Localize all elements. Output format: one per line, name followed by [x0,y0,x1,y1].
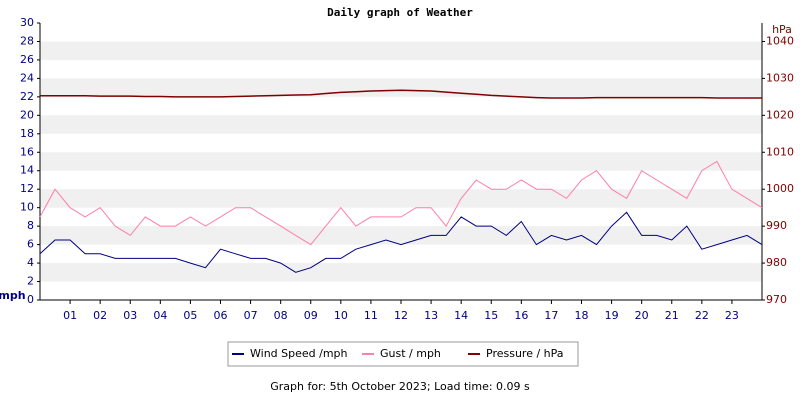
legend-box [227,341,579,367]
y-tick-label: 16 [20,145,34,158]
band [40,263,762,282]
x-tick-label: 17 [544,309,558,322]
x-tick-label: 13 [424,309,438,322]
x-tick-label: 11 [364,309,378,322]
y-tick-label: 14 [20,164,34,177]
y2-tick-label: 1020 [766,108,794,121]
y2-tick-label: 1010 [766,145,794,158]
x-tick-label: 05 [183,309,197,322]
y2-tick-label: 980 [766,256,787,269]
legend-label: Gust / mph [380,347,441,360]
band [40,226,762,245]
x-tick-label: 22 [695,309,709,322]
y-tick-label: 10 [20,201,34,214]
y-tick-label: 20 [20,108,34,121]
x-tick-label: 02 [93,309,107,322]
x-tick-label: 08 [274,309,288,322]
band [40,152,762,171]
y2-tick-label: 970 [766,293,787,306]
x-tick-label: 18 [575,309,589,322]
series-line [40,89,762,99]
band [40,78,762,97]
y-tick-label: 2 [27,275,34,288]
x-tick-label: 01 [63,309,77,322]
x-tick-label: 09 [304,309,318,322]
x-tick-label: 10 [334,309,348,322]
x-tick-label: 16 [514,309,528,322]
y-tick-label: 4 [27,256,34,269]
x-tick-label: 14 [454,309,468,322]
chart-title: Daily graph of Weather [327,6,473,19]
y-tick-label: 22 [20,90,34,103]
x-tick-label: 06 [214,309,228,322]
series-line [39,160,763,246]
band [40,115,762,134]
legend-label: Wind Speed /mph [250,347,348,360]
x-tick-label: 20 [635,309,649,322]
legend-label: Pressure / hPa [486,347,564,360]
footer: Graph for: 5th October 2023; Load time: … [270,380,530,393]
y-tick-label: 6 [27,238,34,251]
x-tick-label: 07 [244,309,258,322]
y2-tick-label: 990 [766,219,787,232]
x-tick-label: 04 [153,309,167,322]
band [40,189,762,208]
y-axis-label: mph [0,289,26,302]
y-tick-label: 30 [20,16,34,29]
y-tick-label: 28 [20,34,34,47]
y-tick-label: 26 [20,53,34,66]
x-tick-label: 03 [123,309,137,322]
x-tick-label: 12 [394,309,408,322]
x-tick-label: 19 [605,309,619,322]
y2-tick-label: 1040 [766,34,794,47]
x-tick-label: 21 [665,309,679,322]
y-tick-label: 24 [20,71,34,84]
y2-tick-label: 1000 [766,182,794,195]
y2-axis-label: hPa [772,23,792,36]
series-line [39,211,763,273]
y2-tick-label: 1030 [766,71,794,84]
band [40,41,762,60]
y-tick-label: 0 [27,293,34,306]
y-tick-label: 8 [27,219,34,232]
x-tick-label: 15 [484,309,498,322]
x-tick-label: 23 [725,309,739,322]
y-tick-label: 18 [20,127,34,140]
y-tick-label: 12 [20,182,34,195]
